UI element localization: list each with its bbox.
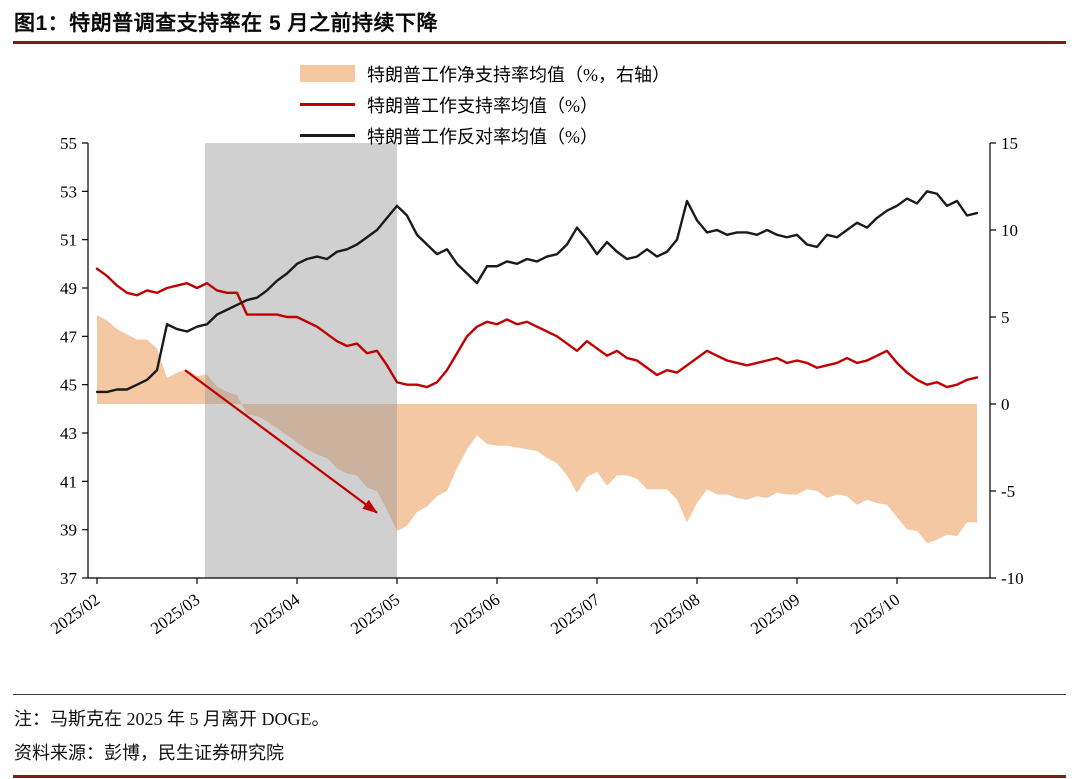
svg-text:5: 5 bbox=[1001, 308, 1010, 327]
svg-text:2025/07: 2025/07 bbox=[547, 590, 604, 638]
svg-text:39: 39 bbox=[60, 521, 77, 540]
chart-legend: 特朗普工作净支持率均值（%，右轴） 特朗普工作支持率均值（%） 特朗普工作反对率… bbox=[300, 58, 670, 151]
svg-text:43: 43 bbox=[60, 424, 77, 443]
svg-text:41: 41 bbox=[60, 472, 77, 491]
svg-text:2025/02: 2025/02 bbox=[47, 590, 103, 638]
line-chart: 37 39 41 43 45 47 49 51 53 55 -10 -5 0 5 10 15 2025/02 20… bbox=[47, 134, 1024, 638]
svg-text:-10: -10 bbox=[1001, 569, 1024, 588]
svg-text:15: 15 bbox=[1001, 134, 1018, 153]
bottom-divider bbox=[13, 775, 1066, 778]
legend-red-line-swatch-icon bbox=[300, 103, 355, 106]
legend-item-net-approval: 特朗普工作净支持率均值（%，右轴） bbox=[300, 58, 670, 89]
legend-item-approval: 特朗普工作支持率均值（%） bbox=[300, 89, 670, 120]
svg-text:2025/06: 2025/06 bbox=[447, 590, 503, 638]
svg-text:2025/10: 2025/10 bbox=[847, 590, 903, 638]
svg-text:47: 47 bbox=[60, 327, 78, 346]
svg-text:2025/05: 2025/05 bbox=[347, 590, 403, 638]
legend-item-disapproval: 特朗普工作反对率均值（%） bbox=[300, 120, 670, 151]
chart-area: 37 39 41 43 45 47 49 51 53 55 -10 -5 0 5 10 15 2025/02 20… bbox=[0, 46, 1080, 686]
notes-divider bbox=[13, 694, 1066, 695]
svg-text:2025/09: 2025/09 bbox=[747, 590, 803, 638]
title-divider bbox=[13, 41, 1066, 44]
figure-note: 注：马斯克在 2025 年 5 月离开 DOGE。 bbox=[14, 709, 330, 729]
legend-label-net-approval: 特朗普工作净支持率均值（%，右轴） bbox=[367, 64, 670, 85]
svg-text:51: 51 bbox=[60, 231, 77, 250]
legend-area-swatch-icon bbox=[300, 65, 355, 82]
svg-text:37: 37 bbox=[60, 569, 78, 588]
svg-text:2025/08: 2025/08 bbox=[647, 590, 703, 638]
svg-text:10: 10 bbox=[1001, 221, 1018, 240]
svg-text:53: 53 bbox=[60, 182, 77, 201]
svg-text:55: 55 bbox=[60, 134, 77, 153]
svg-text:2025/04: 2025/04 bbox=[247, 590, 304, 638]
svg-text:45: 45 bbox=[60, 376, 77, 395]
figure-source: 资料来源：彭博，民生证券研究院 bbox=[14, 743, 284, 763]
legend-label-disapproval: 特朗普工作反对率均值（%） bbox=[367, 126, 598, 147]
legend-label-approval: 特朗普工作支持率均值（%） bbox=[367, 95, 598, 116]
figure-title: 图1：特朗普调查支持率在 5 月之前持续下降 bbox=[14, 12, 439, 35]
svg-text:49: 49 bbox=[60, 279, 77, 298]
legend-black-line-swatch-icon bbox=[300, 134, 355, 137]
svg-text:-5: -5 bbox=[1001, 482, 1015, 501]
svg-text:2025/03: 2025/03 bbox=[147, 590, 203, 638]
svg-text:0: 0 bbox=[1001, 395, 1010, 414]
